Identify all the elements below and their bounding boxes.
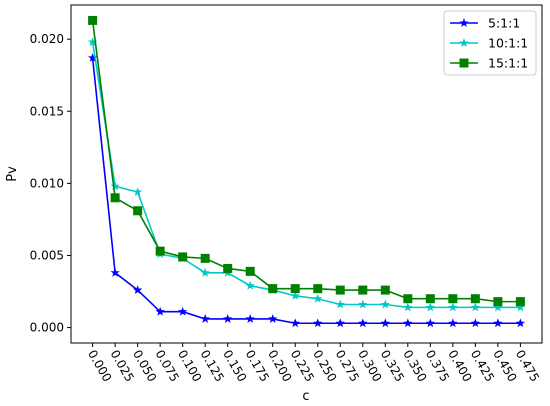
data-point [380, 299, 390, 309]
series-1 [87, 53, 526, 328]
data-point [110, 193, 120, 203]
data-point [335, 299, 345, 309]
data-point [110, 267, 120, 277]
data-point [515, 297, 525, 307]
data-point [335, 285, 345, 295]
data-point [290, 284, 300, 294]
y-axis-label: Pv [5, 166, 20, 182]
legend-entry: 5:1:1 [450, 16, 520, 31]
x-axis: 0.0000.0250.0500.0750.1000.1250.1500.175… [85, 343, 542, 384]
data-point [178, 306, 188, 316]
series-line [91, 57, 521, 325]
data-point [245, 314, 255, 323]
data-point [515, 318, 526, 328]
series-layer [87, 15, 526, 328]
series-3 [88, 15, 525, 307]
data-point [313, 293, 323, 303]
data-point [200, 267, 210, 277]
y-tick-label: 0.000 [30, 321, 64, 335]
legend-label: 15:1:1 [488, 56, 528, 71]
data-point [245, 266, 255, 276]
y-tick-label: 0.020 [30, 32, 64, 46]
data-point [493, 318, 503, 328]
data-point [155, 306, 165, 316]
data-point [223, 263, 233, 273]
data-point [425, 302, 435, 312]
data-point [133, 187, 143, 196]
data-point [313, 284, 323, 294]
data-point [470, 294, 480, 304]
data-point [358, 318, 368, 328]
data-point [223, 314, 233, 323]
y-axis: 0.000 0.005 0.010 0.015 0.020 [30, 32, 71, 335]
data-point [290, 318, 300, 328]
data-point [200, 253, 210, 263]
data-point [268, 284, 278, 294]
data-point [470, 302, 480, 312]
legend-marker [459, 18, 469, 27]
data-point [268, 314, 278, 323]
data-point [313, 318, 323, 328]
data-point [200, 314, 210, 323]
data-point [178, 252, 188, 262]
legend-entry: 15:1:1 [450, 56, 528, 71]
x-tick-label: 0.475 [513, 348, 542, 385]
data-point [245, 280, 255, 290]
y-tick-label: 0.005 [30, 248, 64, 262]
legend-entry: 10:1:1 [450, 36, 528, 51]
x-axis-label: c [302, 389, 309, 404]
data-point [133, 206, 143, 216]
y-tick-label: 0.010 [30, 176, 64, 190]
legend-label: 10:1:1 [488, 36, 528, 51]
data-point [335, 318, 345, 328]
data-point [380, 318, 390, 328]
data-point [470, 318, 480, 328]
data-point [290, 290, 300, 300]
data-point [110, 181, 120, 191]
data-point [403, 302, 413, 312]
data-point [448, 302, 458, 312]
data-point [493, 297, 503, 307]
legend-marker [459, 58, 469, 68]
data-point [88, 15, 98, 25]
data-point [425, 318, 435, 328]
legend: 5:1:1 10:1:1 15:1:1 [443, 10, 537, 76]
legend-marker [459, 38, 469, 47]
data-point [403, 294, 413, 304]
data-point [155, 246, 165, 256]
data-point [425, 294, 435, 304]
y-tick-label: 0.015 [30, 104, 64, 118]
data-point [358, 285, 368, 295]
data-point [448, 318, 458, 328]
data-point [380, 285, 390, 295]
data-point [448, 294, 458, 304]
data-point [358, 299, 368, 309]
data-point [133, 285, 143, 295]
data-point [403, 318, 413, 328]
legend-label: 5:1:1 [488, 16, 520, 31]
